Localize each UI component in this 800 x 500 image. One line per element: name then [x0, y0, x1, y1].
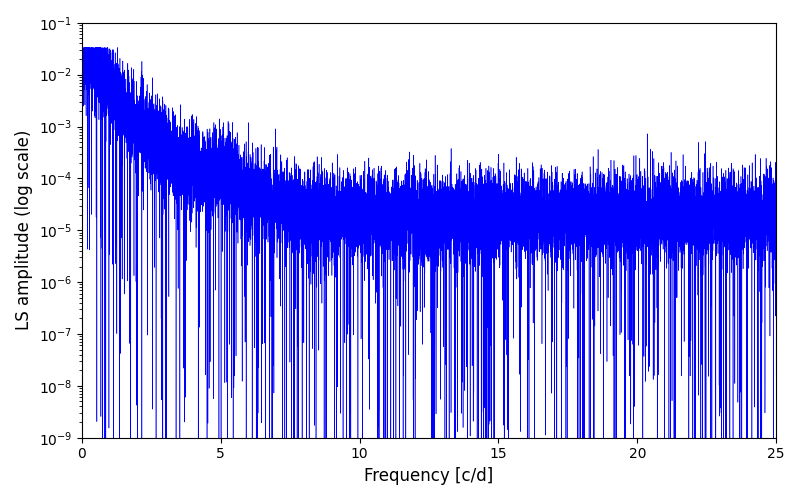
Y-axis label: LS amplitude (log scale): LS amplitude (log scale)	[15, 130, 33, 330]
X-axis label: Frequency [c/d]: Frequency [c/d]	[364, 467, 494, 485]
